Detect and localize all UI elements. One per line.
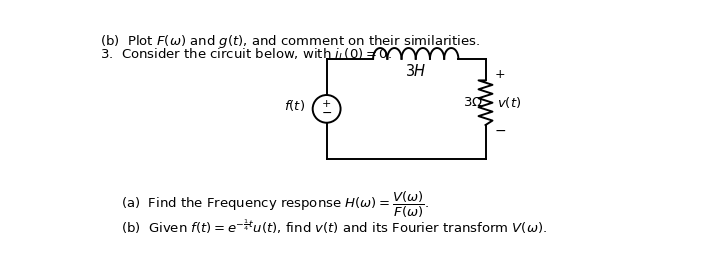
Text: (a)  Find the Frequency response $H(\omega) = \dfrac{V(\omega)}{F(\omega)}$.: (a) Find the Frequency response $H(\omeg…	[121, 190, 430, 220]
Text: −: −	[495, 124, 506, 138]
Text: $3\Omega$: $3\Omega$	[463, 96, 483, 109]
Text: $f(t)$: $f(t)$	[284, 98, 305, 113]
Text: +: +	[495, 69, 505, 82]
Text: $3H$: $3H$	[405, 63, 427, 79]
Text: +: +	[322, 99, 331, 109]
Text: $v(t)$: $v(t)$	[497, 95, 521, 110]
Text: (b)  Given $f(t) = e^{-\frac{1}{4}t}u(t)$, find $v(t)$ and its Fourier transform: (b) Given $f(t) = e^{-\frac{1}{4}t}u(t)$…	[121, 217, 547, 236]
Text: (b)  Plot $F(\omega)$ and $g(t)$, and comment on their similarities.: (b) Plot $F(\omega)$ and $g(t)$, and com…	[100, 33, 480, 50]
Text: −: −	[321, 107, 332, 120]
Text: 3.  Consider the circuit below, with $i_L(0) = 0$.: 3. Consider the circuit below, with $i_L…	[100, 47, 393, 63]
